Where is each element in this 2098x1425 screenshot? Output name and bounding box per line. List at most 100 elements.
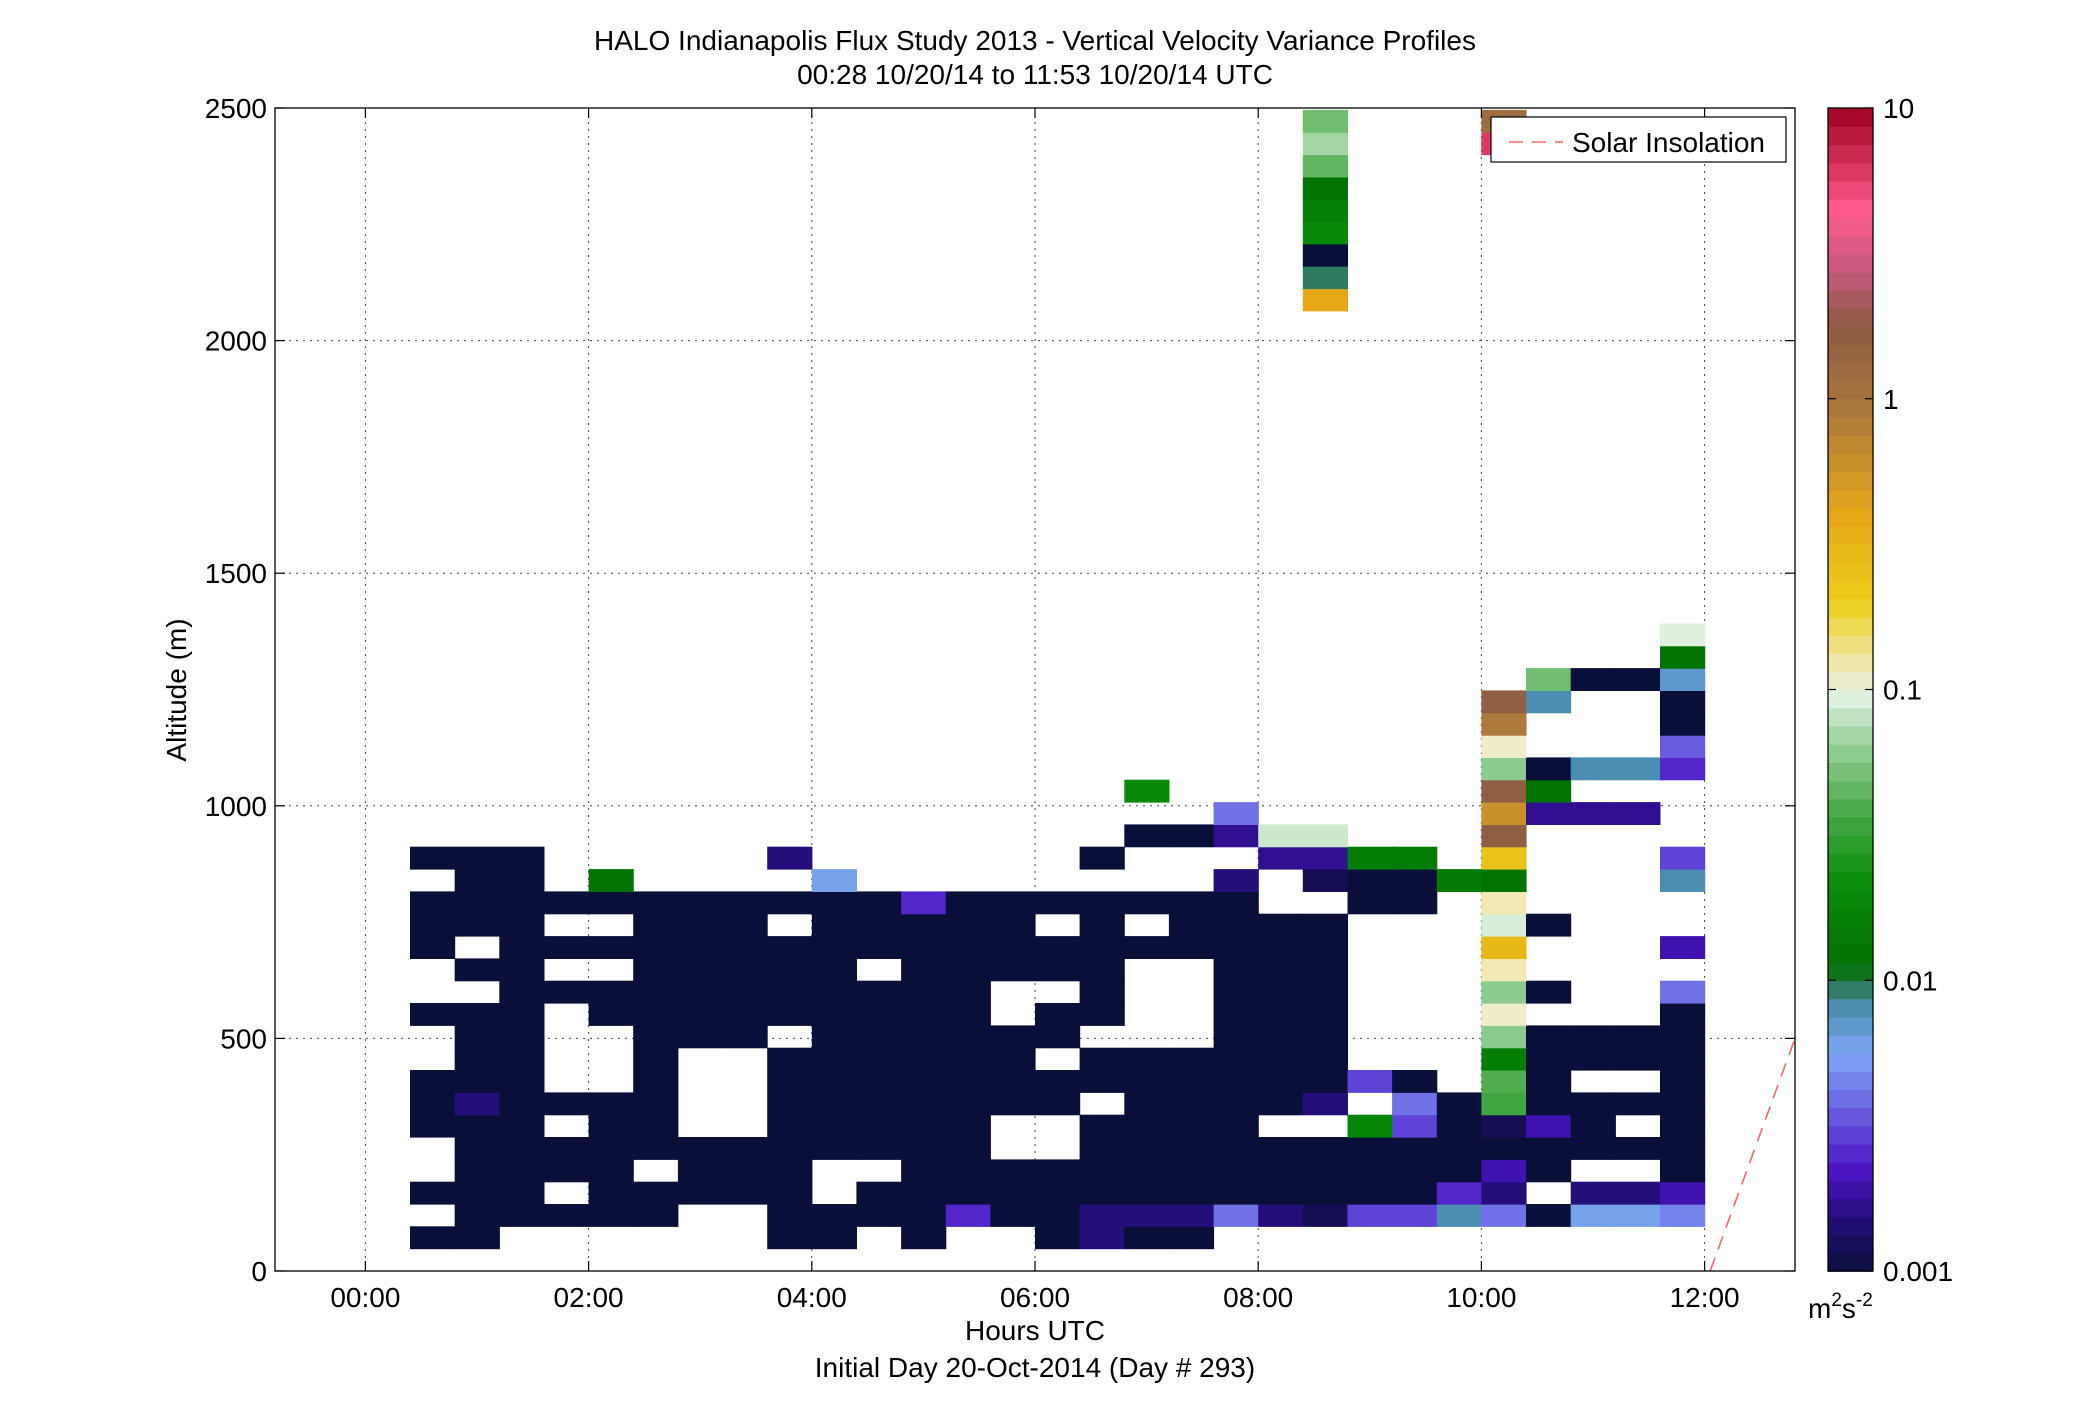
heatmap-cell [767,936,813,959]
colorbar-band [1828,453,1873,473]
heatmap-cell [1392,891,1438,915]
heatmap-cell [1481,712,1527,736]
heatmap-cell [1436,1092,1482,1116]
heatmap-cell [499,913,545,937]
heatmap-cell [544,1092,590,1116]
heatmap-cell [811,891,857,915]
heatmap-cell [499,891,545,915]
x-tick-label: 04:00 [777,1282,847,1313]
heatmap-cell [1481,958,1527,982]
colorbar-unit-exp2: -2 [1856,1290,1873,1311]
heatmap-cell [722,1159,768,1183]
heatmap-cell [1079,1047,1125,1071]
heatmap-cell [945,1092,991,1116]
heatmap-cell [633,913,679,937]
heatmap-cell [1436,1159,1482,1183]
heatmap-cell [856,891,902,915]
heatmap-cell [856,1114,902,1138]
heatmap-cell [767,1092,813,1116]
heatmap-cell [1347,1181,1393,1205]
heatmap-cell [1213,980,1259,1004]
colorbar-tick-label: 0.01 [1883,965,1938,996]
heatmap-cell [901,1137,947,1160]
heatmap-cell [1347,1137,1393,1160]
heatmap-cell [901,1204,947,1227]
colorbar-band [1828,889,1873,909]
heatmap-cell [990,1092,1036,1116]
heatmap-cell [901,1047,947,1071]
heatmap-cell [1079,1181,1125,1205]
heatmap-cell [856,1003,902,1026]
heatmap-cell [1481,1092,1527,1116]
heatmap-cell [1481,936,1527,959]
heatmap-cell [1258,1137,1304,1160]
colorbar-band [1828,580,1873,600]
heatmap-cell [811,1226,857,1250]
heatmap-cell [1213,1070,1259,1093]
heatmap-cell [722,1181,768,1205]
heatmap-cell [856,1092,902,1116]
heatmap-cell [811,1025,857,1049]
colorbar-band [1828,1162,1873,1181]
heatmap-cell [1660,1003,1706,1026]
heatmap-cell [1660,1137,1706,1160]
heatmap-cell [1481,1003,1527,1026]
heatmap-cell [1660,1114,1706,1138]
heatmap-cell [1302,1047,1348,1071]
colorbar-band [1828,398,1873,418]
heatmap-cell [1035,1092,1081,1116]
heatmap-cell [454,1226,500,1250]
heatmap-cell [856,1181,902,1205]
x-tick-label: 00:00 [330,1282,400,1313]
heatmap-cell [811,869,857,892]
heatmap-cell [990,1159,1036,1183]
heatmap-cell [1079,958,1125,982]
heatmap-cell [1258,958,1304,982]
heatmap-cell [1035,958,1081,982]
heatmap-cell [1168,1114,1215,1138]
heatmap-cell [1526,1137,1572,1160]
colorbar-band [1828,144,1873,164]
heatmap-cell [633,1114,679,1138]
colorbar-band [1828,671,1873,691]
heatmap-cell [767,1047,813,1071]
colorbar-band [1828,907,1873,927]
heatmap-cell [1481,1047,1527,1071]
heatmap-cell [588,1092,634,1116]
heatmap-cell [1168,1181,1215,1205]
heatmap-cell [544,891,590,915]
heatmap-cell [1392,1070,1438,1093]
colorbar-band [1828,744,1873,763]
colorbar-band [1828,1052,1873,1072]
colorbar-gradient [1828,108,1873,1272]
colorbar-band [1828,416,1873,436]
heatmap-cell [1302,913,1348,937]
heatmap-cell [1079,1159,1125,1183]
heatmap-cell [454,1025,500,1049]
legend-box [1490,116,1787,163]
heatmap-cell [901,1025,947,1049]
colorbar-band [1828,1234,1873,1254]
heatmap-cell [1302,154,1348,178]
heatmap-cell [767,980,813,1004]
heatmap-cell [544,1137,590,1160]
colorbar-band [1828,326,1873,346]
heatmap-cell [1258,846,1304,870]
heatmap-cell [1258,1003,1304,1026]
heatmap-cell [454,869,500,892]
heatmap-cell [811,1070,857,1093]
heatmap-cell [454,1204,500,1227]
heatmap-cell [1570,668,1616,691]
heatmap-cell [633,1204,679,1227]
heatmap-cell [1481,1159,1527,1183]
x-tick-label: 10:00 [1446,1282,1516,1313]
heatmap-cell [588,1181,634,1205]
colorbar-ticks: 0.001 0.01 0.1 1 10 [1828,93,1953,1287]
heatmap-cell [1481,690,1527,714]
colorbar-band [1828,544,1873,564]
heatmap-cell [499,1159,545,1183]
heatmap-cell [454,1003,500,1026]
heatmap-cell [1481,1114,1527,1138]
heatmap-cell [811,1047,857,1071]
